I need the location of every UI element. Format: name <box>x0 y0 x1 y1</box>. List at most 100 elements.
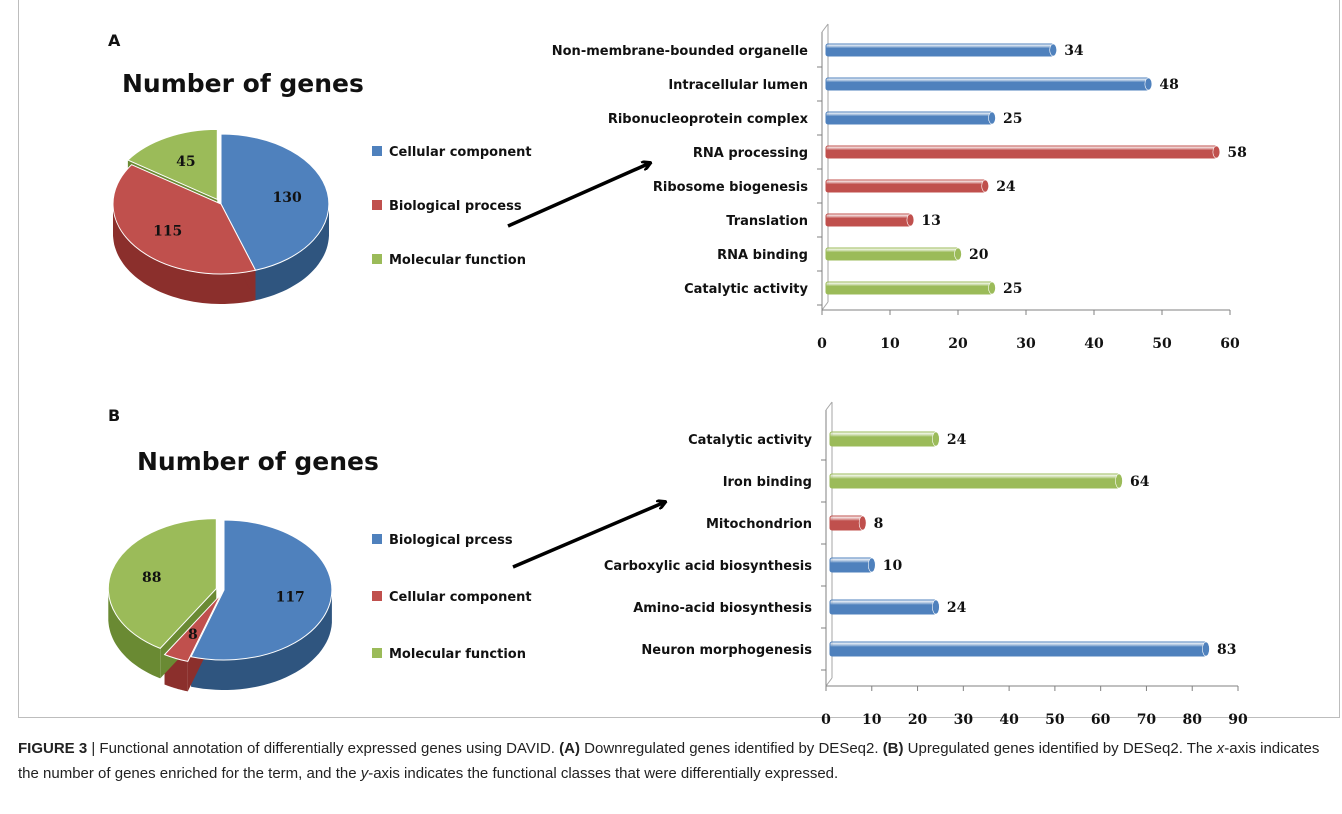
bar-category-label: Neuron morphogenesis <box>641 643 812 658</box>
legend-entry: Biological process <box>389 199 522 214</box>
bar-value-label: 58 <box>1227 145 1246 161</box>
bar <box>829 431 937 447</box>
bar-cap <box>1049 43 1057 57</box>
bar-value-label: 20 <box>969 247 989 263</box>
bar-cap <box>867 557 876 573</box>
caption-a-text: Downregulated genes identified by DESeq2… <box>579 740 883 757</box>
legend-entry: Cellular component <box>389 590 532 605</box>
bar-value-label: 64 <box>1130 474 1150 490</box>
pie-slice-cellular-component <box>220 133 330 271</box>
bar-cap <box>954 247 962 261</box>
pie-slice-value-label: 45 <box>176 154 195 170</box>
bar-cap <box>1144 77 1153 91</box>
bar-cap <box>906 213 915 227</box>
bar-category-label: Ribonucleoprotein complex <box>608 112 809 127</box>
x-tick-label: 90 <box>1228 712 1248 728</box>
bar-value-label: 24 <box>947 432 967 448</box>
caption-y-word: y <box>360 765 369 782</box>
bar <box>825 179 986 193</box>
bar-value-label: 13 <box>921 213 940 229</box>
x-tick-label: 80 <box>1182 712 1202 728</box>
x-tick-label: 50 <box>1152 336 1172 352</box>
legend-swatch <box>372 591 382 601</box>
pie-title: Number of genes <box>122 69 364 98</box>
x-tick-label: 30 <box>1016 336 1036 352</box>
legend-swatch <box>372 648 382 658</box>
x-tick-label: 20 <box>908 712 928 728</box>
caption-text-2: -axis indicates the number of genes enri… <box>18 740 1320 782</box>
legend-swatch <box>372 200 382 210</box>
bar <box>829 599 937 615</box>
pie-slice-side <box>191 592 332 690</box>
x-tick-label: 0 <box>821 712 831 728</box>
legend-swatch <box>372 146 382 156</box>
bar-cap <box>988 281 996 295</box>
bar <box>829 641 1207 657</box>
legend-entry: Molecular function <box>389 647 526 662</box>
bar-cap <box>932 431 940 447</box>
bar-category-label: Catalytic activity <box>684 282 808 297</box>
legend-swatch <box>372 254 382 264</box>
bar <box>825 281 993 295</box>
x-tick-label: 10 <box>880 336 900 352</box>
bar-category-label: Translation <box>726 214 808 229</box>
bar-category-label: Intracellular lumen <box>668 78 808 93</box>
bar-chart-b: 0 10 20 30 40 50 60 70 80 90 Catalytic activity 24 I… <box>604 401 1248 728</box>
bar-value-label: 83 <box>1217 642 1236 658</box>
pie-title: Number of genes <box>137 447 379 476</box>
pie-slice-value-label: 115 <box>153 223 182 239</box>
pie-slice-value-label: 8 <box>188 627 198 643</box>
x-tick-label: 70 <box>1137 712 1157 728</box>
caption-separator: | <box>87 740 100 757</box>
bar-category-label: Amino-acid biosynthesis <box>633 601 812 616</box>
bar-chart-a: 0 10 20 30 40 50 60 Non-membrane-bounded organe… <box>552 23 1247 352</box>
pie-slice-biological-prcess <box>190 519 333 661</box>
panel-label-b: B <box>108 406 120 425</box>
x-tick-label: 30 <box>954 712 974 728</box>
bar-value-label: 48 <box>1159 77 1178 93</box>
bar-cap <box>1202 641 1210 657</box>
bar-category-label: Carboxylic acid biosynthesis <box>604 559 812 574</box>
bar <box>825 43 1054 57</box>
panel-label-a: A <box>108 31 121 50</box>
legend-swatch <box>372 534 382 544</box>
arrow-icon <box>507 163 650 228</box>
pie-chart-a: 130 115 45 <box>112 128 330 304</box>
figure-caption: FIGURE 3 | Functional annotation of diff… <box>18 736 1328 786</box>
caption-b-label: (B) <box>882 740 904 757</box>
x-tick-label: 20 <box>948 336 968 352</box>
pie-slice-biological-process <box>112 164 257 275</box>
pie-slice-value-label: 117 <box>276 590 305 606</box>
bar-cap <box>981 179 990 193</box>
bar <box>825 247 959 261</box>
bar <box>829 557 873 573</box>
arrow-icon <box>512 502 665 569</box>
bar-value-label: 8 <box>874 516 884 532</box>
bar-category-label: Iron binding <box>723 475 812 490</box>
x-tick-label: 50 <box>1045 712 1065 728</box>
pie-slice-molecular-function <box>127 128 218 201</box>
bar-category-label: RNA binding <box>717 248 808 263</box>
bar <box>825 213 911 227</box>
bar-category-label: RNA processing <box>693 146 808 161</box>
bar-value-label: 10 <box>883 558 903 574</box>
x-tick-label: 40 <box>999 712 1019 728</box>
caption-b-text: Upregulated genes identified by DESeq2. … <box>903 740 1217 757</box>
pie-slice-molecular-function <box>107 518 217 649</box>
bar-value-label: 24 <box>996 179 1016 195</box>
caption-a-label: (A) <box>559 740 580 757</box>
legend-entry: Biological prcess <box>389 533 513 548</box>
caption-text-1: Functional annotation of differentially … <box>99 740 560 757</box>
x-tick-label: 60 <box>1220 336 1240 352</box>
bar-category-label: Mitochondrion <box>706 517 812 532</box>
bar-cap <box>858 515 867 531</box>
bar-category-label: Non-membrane-bounded organelle <box>552 44 808 59</box>
bar-cap <box>932 599 940 615</box>
x-tick-label: 40 <box>1084 336 1104 352</box>
bar-category-label: Catalytic activity <box>688 433 812 448</box>
x-tick-label: 60 <box>1091 712 1111 728</box>
figure-frame <box>18 0 1340 718</box>
pie-slice-side <box>255 205 329 301</box>
bar-cap <box>1115 473 1123 489</box>
